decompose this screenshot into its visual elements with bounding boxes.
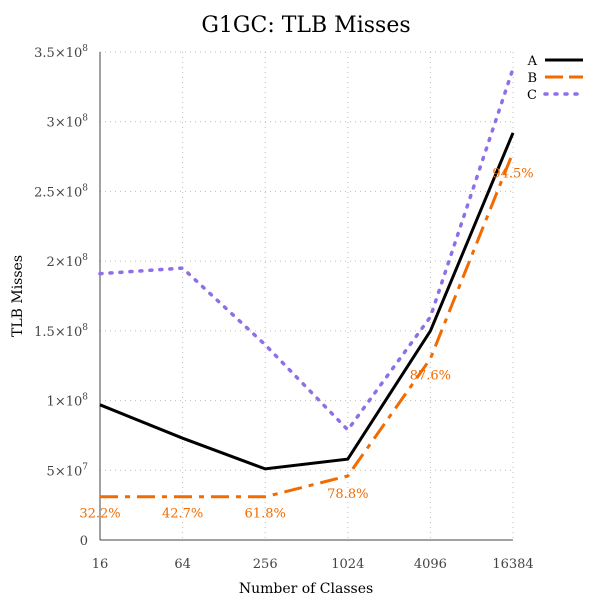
- y-tick-label: 1×108: [47, 393, 89, 410]
- y-tick-labels: 0 5×107 1×108 1.5×108 2×108 2.5×108 3×108 3.5×1…: [34, 44, 88, 549]
- y-tick-label: 5×107: [47, 462, 89, 479]
- percentage-annotation: 87.6%: [410, 368, 451, 383]
- y-tick-label: 3×108: [47, 114, 89, 131]
- grid: [100, 51, 514, 540]
- percentage-annotation: 78.8%: [327, 487, 368, 502]
- percentage-annotation: 32.2%: [79, 507, 120, 522]
- legend-label-c: C: [527, 88, 537, 103]
- annotations: 32.2% 42.7% 61.8% 78.8% 87.6% 94.5%: [79, 166, 533, 521]
- series-line-b: [100, 151, 515, 499]
- percentage-annotation: 61.8%: [245, 507, 286, 522]
- legend: ABC: [527, 54, 585, 103]
- y-tick-label: 2.5×108: [34, 183, 88, 200]
- y-tick-label: 1.5×108: [34, 323, 88, 340]
- series-line-c: [98, 66, 515, 433]
- y-tick-label: 0: [80, 534, 88, 549]
- y-tick-label: 3.5×108: [34, 44, 88, 61]
- x-tick-label: 16384: [492, 557, 533, 572]
- percentage-annotation: 94.5%: [492, 166, 533, 181]
- x-axis-label: Number of Classes: [239, 581, 373, 597]
- x-tick-label: 16: [92, 557, 109, 572]
- series-lines: [98, 66, 515, 499]
- x-tick-label: 1024: [331, 557, 364, 572]
- series-line-a: [99, 132, 515, 471]
- x-tick-label: 256: [253, 557, 278, 572]
- legend-label-a: A: [527, 54, 538, 69]
- y-tick-label: 2×108: [47, 253, 89, 270]
- y-axis-label: TLB Misses: [10, 255, 26, 337]
- x-tick-label: 64: [174, 557, 191, 572]
- chart-title: G1GC: TLB Misses: [201, 13, 410, 38]
- x-tick-label: 4096: [414, 557, 447, 572]
- percentage-annotation: 42.7%: [162, 507, 203, 522]
- x-tick-labels: 16 64 256 1024 4096 16384: [92, 557, 534, 572]
- legend-label-b: B: [527, 71, 537, 86]
